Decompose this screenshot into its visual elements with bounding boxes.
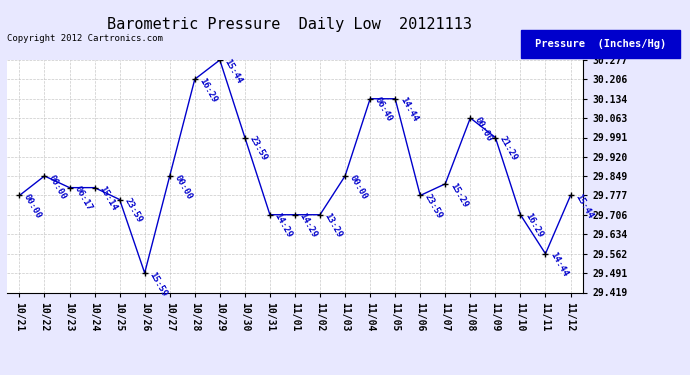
Text: 14:44: 14:44 — [549, 251, 569, 279]
Text: 00:00: 00:00 — [22, 193, 43, 220]
Text: 14:29: 14:29 — [273, 212, 294, 240]
Text: 00:00: 00:00 — [172, 173, 194, 201]
Text: 14:29: 14:29 — [298, 212, 319, 240]
Text: 06:17: 06:17 — [72, 185, 94, 213]
Text: 21:29: 21:29 — [498, 135, 520, 162]
Text: Barometric Pressure  Daily Low  20121113: Barometric Pressure Daily Low 20121113 — [108, 17, 472, 32]
Text: 15:44: 15:44 — [223, 57, 244, 85]
Text: 15:59: 15:59 — [148, 270, 168, 298]
Text: 23:59: 23:59 — [423, 193, 444, 220]
Text: 16:29: 16:29 — [197, 76, 219, 104]
Text: 00:00: 00:00 — [348, 173, 369, 201]
Text: 13:29: 13:29 — [323, 212, 344, 240]
Text: 23:59: 23:59 — [248, 135, 269, 162]
Text: 00:00: 00:00 — [473, 115, 494, 143]
Text: 15:14: 15:14 — [97, 185, 119, 213]
Text: 15:29: 15:29 — [448, 181, 469, 209]
Text: 15:44: 15:44 — [573, 193, 595, 220]
Text: 16:29: 16:29 — [523, 212, 544, 240]
Text: 06:40: 06:40 — [373, 96, 394, 124]
Text: 14:44: 14:44 — [398, 96, 420, 124]
Text: 00:00: 00:00 — [47, 173, 68, 201]
Text: Copyright 2012 Cartronics.com: Copyright 2012 Cartronics.com — [7, 34, 163, 43]
Text: Pressure  (Inches/Hg): Pressure (Inches/Hg) — [535, 39, 666, 49]
Text: 23:59: 23:59 — [122, 197, 144, 225]
